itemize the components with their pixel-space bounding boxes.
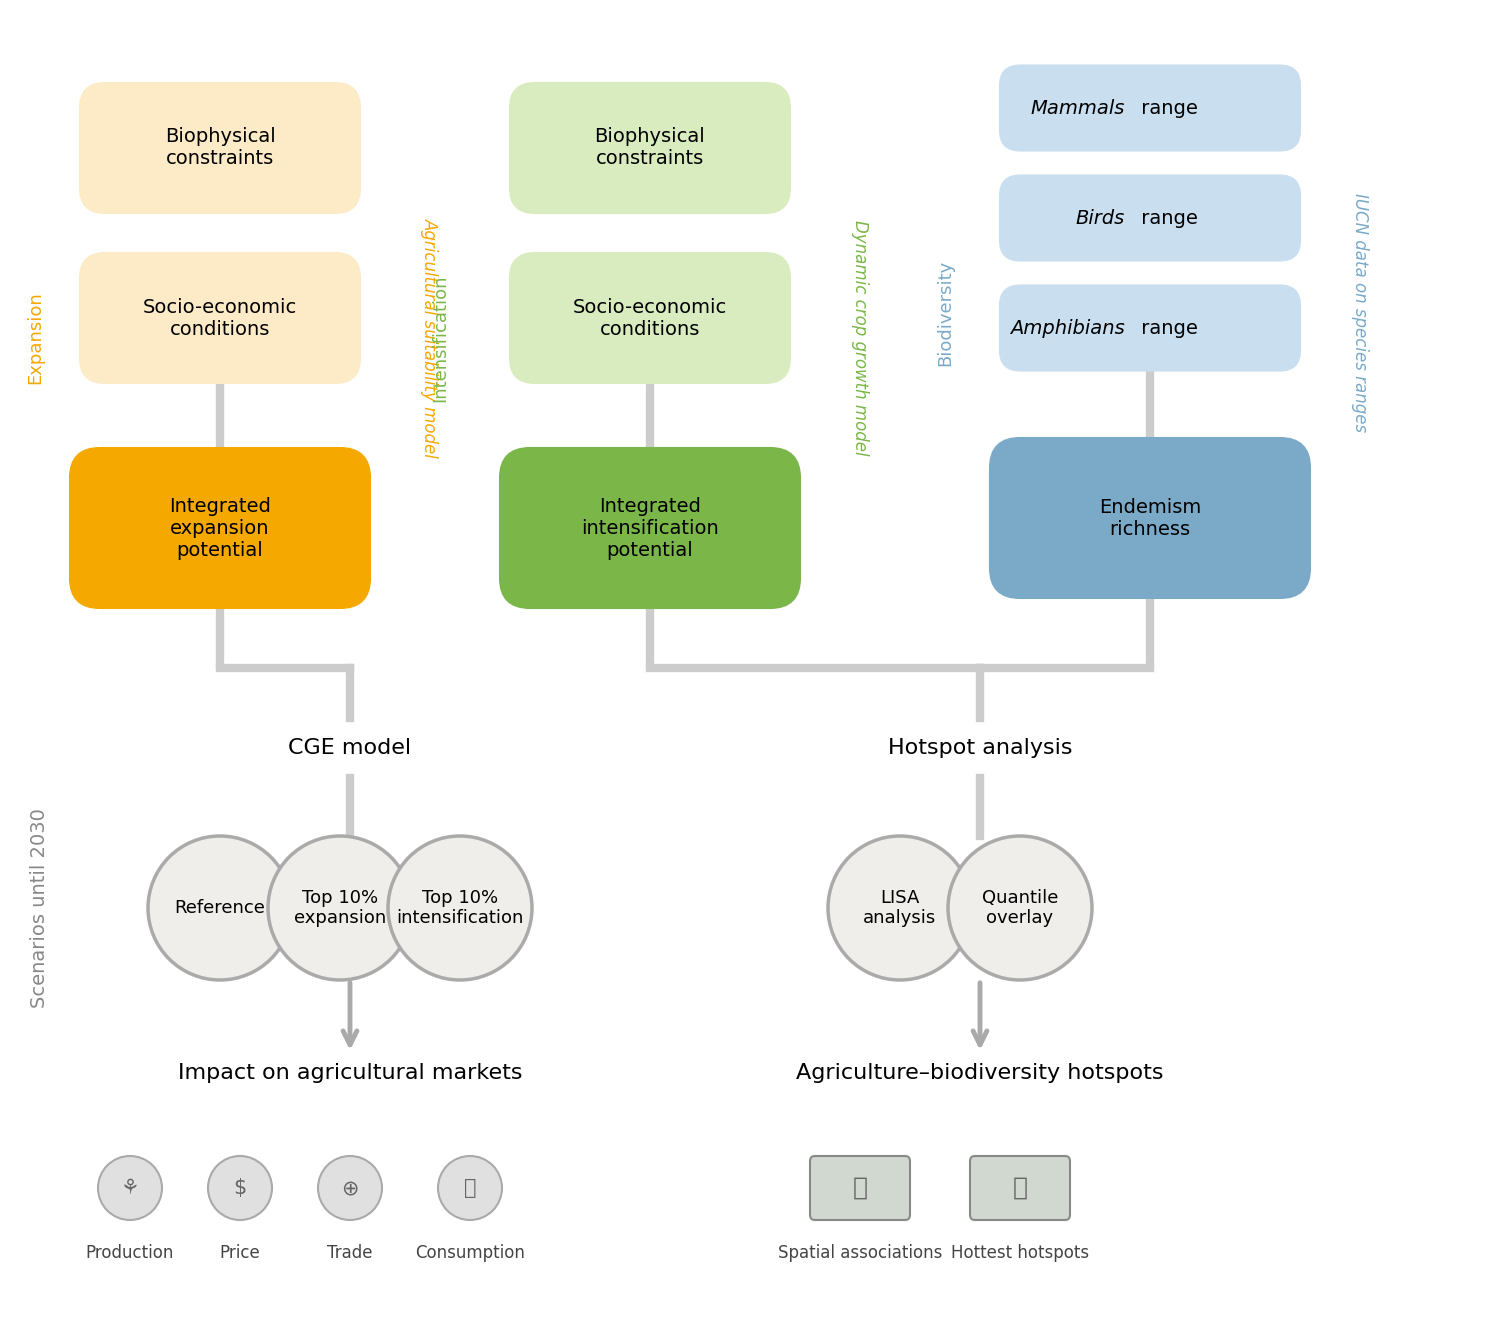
Text: IUCN data on species ranges: IUCN data on species ranges <box>1352 194 1370 433</box>
Text: Expansion: Expansion <box>25 292 45 384</box>
Text: Amphibians: Amphibians <box>1010 319 1126 337</box>
Circle shape <box>318 1155 382 1220</box>
Text: range: range <box>1135 208 1199 227</box>
Text: Price: Price <box>220 1244 260 1262</box>
Text: Integrated
expansion
potential: Integrated expansion potential <box>170 497 271 559</box>
Text: range: range <box>1135 319 1199 337</box>
Circle shape <box>828 837 972 980</box>
FancyBboxPatch shape <box>70 448 370 608</box>
Text: Impact on agricultural markets: Impact on agricultural markets <box>178 1062 522 1084</box>
FancyBboxPatch shape <box>510 254 790 382</box>
Text: CGE model: CGE model <box>288 738 412 758</box>
Text: Quantile
overlay: Quantile overlay <box>981 888 1059 927</box>
Text: Biophysical
constraints: Biophysical constraints <box>165 127 275 169</box>
FancyBboxPatch shape <box>990 438 1310 598</box>
FancyBboxPatch shape <box>999 175 1300 260</box>
Text: Agricultural suitability model: Agricultural suitability model <box>421 218 439 458</box>
FancyBboxPatch shape <box>999 286 1300 371</box>
Text: Socio-economic
conditions: Socio-economic conditions <box>572 297 727 339</box>
Text: Agriculture–biodiversity hotspots: Agriculture–biodiversity hotspots <box>796 1062 1164 1084</box>
Circle shape <box>949 837 1091 980</box>
Circle shape <box>149 837 291 980</box>
Circle shape <box>208 1155 272 1220</box>
Text: Hottest hotspots: Hottest hotspots <box>952 1244 1088 1262</box>
Text: Trade: Trade <box>327 1244 373 1262</box>
Text: Dynamic crop growth model: Dynamic crop growth model <box>851 220 868 456</box>
Text: Integrated
intensification
potential: Integrated intensification potential <box>581 497 718 559</box>
Text: Top 10%
intensification: Top 10% intensification <box>397 888 523 927</box>
Text: Top 10%
expansion: Top 10% expansion <box>294 888 387 927</box>
Circle shape <box>98 1155 162 1220</box>
Text: ⊕: ⊕ <box>341 1178 358 1198</box>
FancyBboxPatch shape <box>810 1155 910 1220</box>
FancyBboxPatch shape <box>510 82 790 212</box>
Text: ⚘: ⚘ <box>120 1178 140 1198</box>
Text: Birds: Birds <box>1075 208 1126 227</box>
Circle shape <box>388 837 532 980</box>
FancyBboxPatch shape <box>999 65 1300 150</box>
FancyBboxPatch shape <box>80 254 360 382</box>
Text: Scenarios until 2030: Scenarios until 2030 <box>31 807 49 1008</box>
Circle shape <box>268 837 412 980</box>
Text: Endemism
richness: Endemism richness <box>1099 498 1201 538</box>
Text: Hotspot analysis: Hotspot analysis <box>888 738 1072 758</box>
Text: Consumption: Consumption <box>415 1244 525 1262</box>
Text: LISA
analysis: LISA analysis <box>864 888 937 927</box>
Text: 🗺: 🗺 <box>852 1177 867 1201</box>
Text: range: range <box>1135 98 1199 117</box>
FancyBboxPatch shape <box>500 448 800 608</box>
Circle shape <box>439 1155 503 1220</box>
FancyBboxPatch shape <box>80 82 360 212</box>
Text: Intensification: Intensification <box>431 275 449 402</box>
Text: Spatial associations: Spatial associations <box>778 1244 943 1262</box>
Text: 🗺: 🗺 <box>1013 1177 1028 1201</box>
Text: Mammals: Mammals <box>1030 98 1126 117</box>
Text: Socio-economic
conditions: Socio-economic conditions <box>143 297 297 339</box>
Text: Reference: Reference <box>174 899 266 918</box>
FancyBboxPatch shape <box>970 1155 1071 1220</box>
Text: ⛟: ⛟ <box>464 1178 476 1198</box>
Text: Production: Production <box>86 1244 174 1262</box>
Text: Biodiversity: Biodiversity <box>935 260 955 367</box>
Text: $: $ <box>233 1178 247 1198</box>
Text: Biophysical
constraints: Biophysical constraints <box>595 127 705 169</box>
